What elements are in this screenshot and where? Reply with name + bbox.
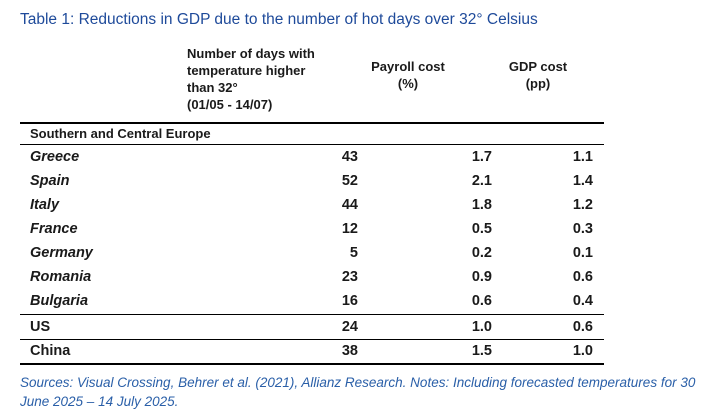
header-days-line: (01/05 - 14/07) (187, 97, 273, 112)
country-cell: Germany (30, 245, 93, 261)
days-cell: 5 (349, 245, 358, 261)
gdp-cell: 0.1 (572, 245, 593, 261)
payroll-cell: 0.2 (471, 245, 492, 261)
header-days: Number of days with temperature higher t… (187, 45, 347, 113)
group-rule (20, 314, 604, 315)
country-cell: Romania (30, 269, 92, 285)
payroll-cell: 1.7 (471, 149, 492, 165)
table-row: Germany 5 0.2 0.1 (30, 241, 600, 265)
days-cell: 23 (341, 269, 358, 285)
section-label: Southern and Central Europe (30, 126, 211, 141)
header-gdp-line: (pp) (525, 76, 551, 91)
country-cell: France (30, 221, 78, 237)
table-row: Spain 52 2.1 1.4 (30, 169, 600, 193)
table-row: Greece 43 1.7 1.1 (30, 145, 600, 169)
group-rule (20, 339, 604, 340)
days-cell: 52 (341, 173, 358, 189)
gdp-cell: 1.0 (572, 343, 593, 359)
table-row: Italy 44 1.8 1.2 (30, 193, 600, 217)
country-cell: Spain (30, 173, 70, 189)
days-cell: 38 (341, 343, 358, 359)
payroll-cell: 0.5 (471, 221, 492, 237)
header-days-line: than 32° (187, 80, 238, 95)
gdp-cell: 1.2 (572, 197, 593, 213)
table-title: Table 1: Reductions in GDP due to the nu… (20, 11, 538, 28)
country-cell: Greece (30, 149, 80, 165)
sources-notes: Sources: Visual Crossing, Behrer et al. … (20, 375, 696, 409)
country-cell: US (30, 319, 51, 335)
days-cell: 12 (341, 221, 358, 237)
payroll-cell: 2.1 (471, 173, 492, 189)
section-rule (20, 144, 604, 145)
table-row: France 12 0.5 0.3 (30, 217, 600, 241)
days-cell: 24 (341, 319, 358, 335)
table-row: China 38 1.5 1.0 (30, 339, 600, 363)
header-days-line: Number of days with (187, 46, 315, 61)
table-row: Romania 23 0.9 0.6 (30, 265, 600, 289)
gdp-cell: 0.4 (572, 293, 593, 309)
header-gdp-line: GDP cost (508, 59, 568, 74)
gdp-cell: 0.6 (572, 269, 593, 285)
days-cell: 43 (341, 149, 358, 165)
table-row: Bulgaria 16 0.6 0.4 (30, 289, 600, 313)
days-cell: 44 (341, 197, 358, 213)
gdp-cell: 1.1 (572, 149, 593, 165)
header-gdp: GDP cost (pp) (490, 58, 586, 92)
country-cell: Bulgaria (30, 293, 89, 309)
payroll-cell: 0.6 (471, 293, 492, 309)
header-days-line: temperature higher (187, 63, 306, 78)
country-cell: China (30, 343, 71, 359)
header-rule (20, 122, 604, 124)
gdp-cell: 0.6 (572, 319, 593, 335)
bottom-rule (20, 363, 604, 365)
days-cell: 16 (341, 293, 358, 309)
header-payroll-line: (%) (397, 76, 419, 91)
country-cell: Italy (30, 197, 60, 213)
table-row: US 24 1.0 0.6 (30, 315, 600, 339)
payroll-cell: 1.5 (471, 343, 492, 359)
payroll-cell: 1.0 (471, 319, 492, 335)
header-payroll-line: Payroll cost (371, 59, 445, 74)
gdp-cell: 1.4 (572, 173, 593, 189)
payroll-cell: 1.8 (471, 197, 492, 213)
header-payroll: Payroll cost (%) (360, 58, 456, 92)
payroll-cell: 0.9 (471, 269, 492, 285)
gdp-cell: 0.3 (572, 221, 593, 237)
